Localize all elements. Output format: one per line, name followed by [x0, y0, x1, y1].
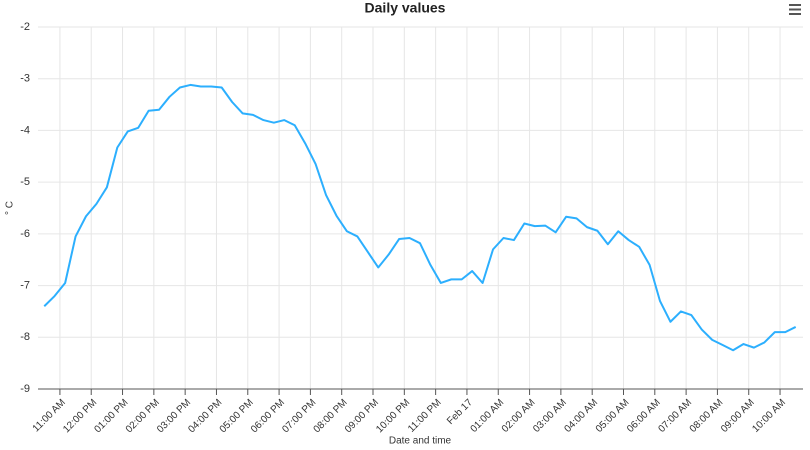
x-tick-label: 09:00 AM — [719, 397, 757, 435]
y-tick-label: -3 — [20, 73, 30, 85]
x-tick-label: 05:00 AM — [594, 397, 632, 435]
x-tick-label: 06:00 AM — [625, 397, 663, 435]
x-tick-label: Feb 17 — [445, 397, 475, 427]
chart-title: Daily values — [365, 0, 446, 16]
x-tick-label: 04:00 AM — [563, 397, 601, 435]
x-tick-label: 02:00 AM — [500, 397, 538, 435]
y-tick-label: -8 — [20, 331, 30, 343]
y-axis-label: ° C — [5, 201, 16, 215]
y-tick-label: -9 — [20, 383, 30, 395]
line-series — [43, 83, 797, 352]
x-tick-label: 10:00 PM — [374, 397, 412, 435]
x-tick-label: 01:00 AM — [469, 397, 507, 435]
x-tick-label: 11:00 PM — [406, 397, 444, 435]
x-axis-label: Date and time — [389, 436, 452, 447]
menu-button[interactable] — [786, 2, 804, 18]
x-tick-label: 10:00 AM — [750, 397, 788, 435]
y-tick-label: -5 — [20, 176, 30, 188]
y-tick-label: -2 — [20, 21, 30, 33]
y-tick-label: -6 — [20, 228, 30, 240]
x-tick-label: 07:00 AM — [656, 397, 694, 435]
x-tick-label: 08:00 AM — [688, 397, 726, 435]
y-tick-label: -4 — [20, 124, 30, 136]
y-tick-label: -7 — [20, 279, 30, 291]
x-tick-label: 03:00 AM — [531, 397, 569, 435]
